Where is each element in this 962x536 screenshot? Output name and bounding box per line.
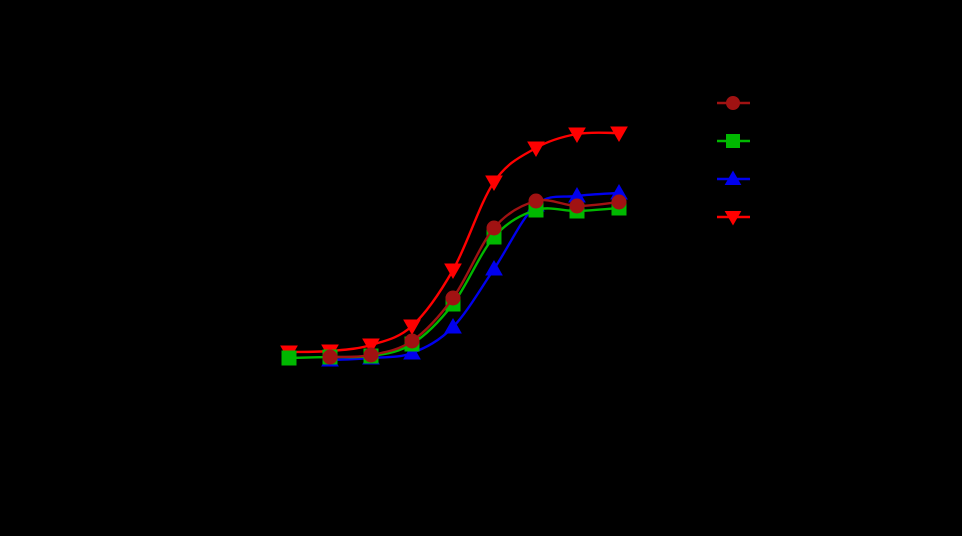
series-blue-triangle-up-triangle-up-marker [485, 259, 503, 276]
series-red-triangle-down-triangle-down-marker [403, 319, 421, 336]
series-red-triangle-down-triangle-down-marker [444, 263, 462, 280]
legend-red-triangle-down [717, 211, 750, 226]
series-darkred-circle [322, 193, 627, 365]
series-darkred-circle-circle-marker [322, 349, 338, 365]
series-red-triangle-down-triangle-down-marker [610, 126, 628, 143]
series-blue-triangle-up-triangle-up-marker [444, 317, 462, 334]
series-layer [280, 126, 628, 367]
series-darkred-circle-circle-marker [569, 198, 585, 214]
legend-key [717, 96, 750, 226]
series-darkred-circle-circle-marker [528, 193, 544, 209]
series-red-triangle-down [280, 126, 628, 362]
series-darkred-circle-circle-marker [486, 220, 502, 236]
series-darkred-circle-circle-marker [611, 194, 627, 210]
series-red-triangle-down-triangle-down-marker [362, 338, 380, 355]
legend-darkred-circle-circle-marker [726, 96, 740, 110]
series-darkred-circle-circle-marker [445, 290, 461, 306]
series-darkred-circle-circle-marker [363, 347, 379, 363]
legend-blue-triangle-up-triangle-up-marker [724, 170, 742, 185]
legend-darkred-circle [717, 96, 750, 110]
legend-blue-triangle-up [717, 170, 750, 185]
legend-green-square [717, 134, 750, 148]
series-red-triangle-down-triangle-down-marker [527, 141, 545, 158]
series-darkred-circle-circle-marker [404, 333, 420, 349]
legend-green-square-square-marker [726, 134, 740, 148]
legend-red-triangle-down-triangle-down-marker [724, 211, 742, 226]
series-blue-triangle-up-triangle-up-marker [403, 343, 421, 360]
series-green-square-square-marker [281, 350, 297, 366]
series-red-triangle-down-triangle-down-marker [568, 127, 586, 144]
series-red-triangle-down-triangle-down-marker [485, 175, 503, 192]
